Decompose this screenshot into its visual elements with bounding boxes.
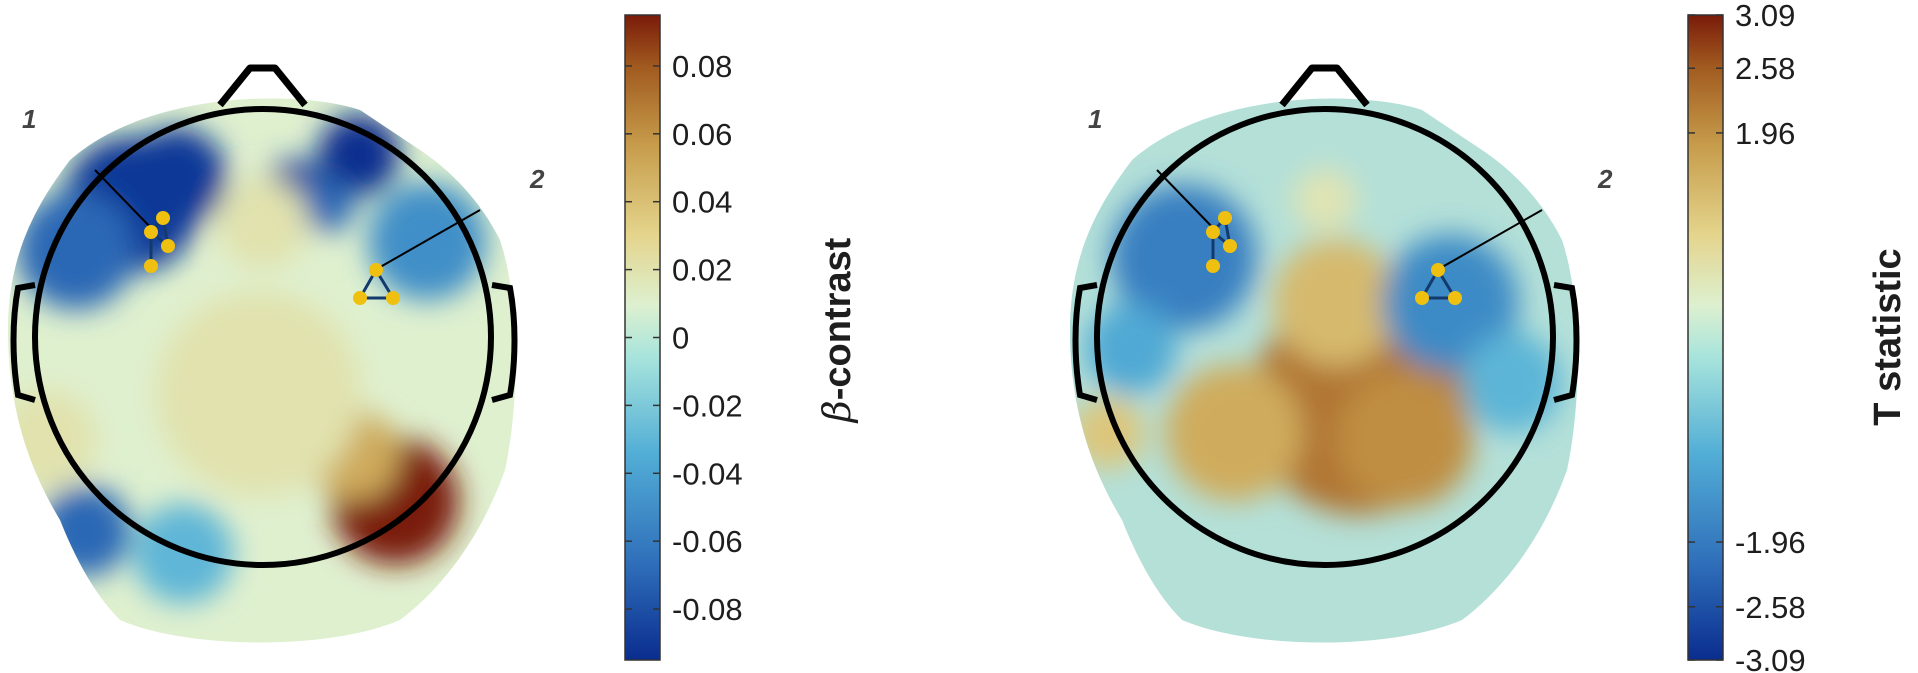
nose-outline bbox=[217, 64, 308, 108]
heatmap-blob bbox=[1336, 371, 1474, 508]
colorbar-tick-label: 3.09 bbox=[1735, 0, 1795, 33]
electrode-cluster-1 bbox=[144, 211, 175, 273]
electrode-cluster-2 bbox=[353, 263, 400, 305]
cluster-label-1: 1 bbox=[1088, 104, 1102, 134]
cluster-label-2: 2 bbox=[1597, 164, 1613, 194]
right-ear-outline bbox=[491, 282, 518, 403]
head-outline bbox=[32, 106, 494, 568]
colorbar-tick-label: -0.06 bbox=[672, 524, 743, 559]
colorbar-tick-label: -0.02 bbox=[672, 388, 743, 423]
heatmap-blob bbox=[1461, 332, 1563, 433]
colorbar-tick-label: -3.09 bbox=[1735, 643, 1806, 673]
left-ear-outline bbox=[10, 282, 36, 403]
cluster-label-2: 2 bbox=[529, 164, 545, 194]
colorbar-tick-label: -0.08 bbox=[672, 592, 743, 627]
left-ear-outline bbox=[1072, 282, 1098, 403]
colorbar-tick-label: 0.04 bbox=[672, 185, 732, 220]
colorbar-left: -0.08 -0.06 -0.04 -0.02 0 0.02 0.04 0.06 0.08 β-… bbox=[624, 14, 859, 661]
colorbar-tick-label: -1.96 bbox=[1735, 525, 1806, 560]
nose-outline bbox=[1279, 64, 1370, 108]
electrode-cluster-2 bbox=[1415, 263, 1462, 305]
heatmap-blob bbox=[1085, 302, 1177, 394]
topoplot-right: 1 2 bbox=[1070, 64, 1613, 643]
colorbar-left-label: β-contrast bbox=[815, 237, 859, 424]
cluster-label-1: 1 bbox=[22, 104, 36, 134]
colorbar-tick-label: 1.96 bbox=[1735, 116, 1795, 151]
head-outline bbox=[1094, 106, 1556, 568]
colorbar-tick-label: -2.58 bbox=[1735, 590, 1806, 625]
colorbar-tick-label: 0.06 bbox=[672, 117, 732, 152]
heatmap-blob bbox=[155, 291, 362, 497]
colorbar-right: -3.09 -2.58 -1.96 1.96 2.58 3.09 T statistic bbox=[1687, 0, 1909, 673]
right-ear-outline bbox=[1553, 282, 1580, 403]
beta-symbol: β bbox=[815, 400, 859, 424]
colorbar-tick-label: -0.04 bbox=[672, 456, 743, 491]
heatmap-blob bbox=[1272, 238, 1401, 367]
heatmap-blob bbox=[1293, 168, 1357, 233]
colorbar-tick-label: 0.02 bbox=[672, 253, 732, 288]
heatmap-blob bbox=[317, 113, 400, 196]
electrode-cluster-1 bbox=[1206, 211, 1237, 273]
heatmap-blob bbox=[126, 127, 227, 228]
colorbar-tick-label: 2.58 bbox=[1735, 51, 1795, 86]
topoplot-left: 1 2 bbox=[8, 64, 545, 643]
heatmap-blob bbox=[1165, 364, 1303, 502]
heatmap-blob bbox=[16, 191, 136, 310]
heatmap-blob bbox=[299, 177, 355, 233]
colorbar-tick-label: 0 bbox=[672, 321, 689, 356]
heatmap-blob bbox=[217, 177, 309, 269]
colorbar-right-gradient bbox=[1687, 14, 1724, 661]
colorbar-right-label: T statistic bbox=[1867, 248, 1909, 425]
colorbar-tick-label: 0.08 bbox=[672, 49, 732, 84]
heatmap-blob bbox=[39, 485, 131, 577]
